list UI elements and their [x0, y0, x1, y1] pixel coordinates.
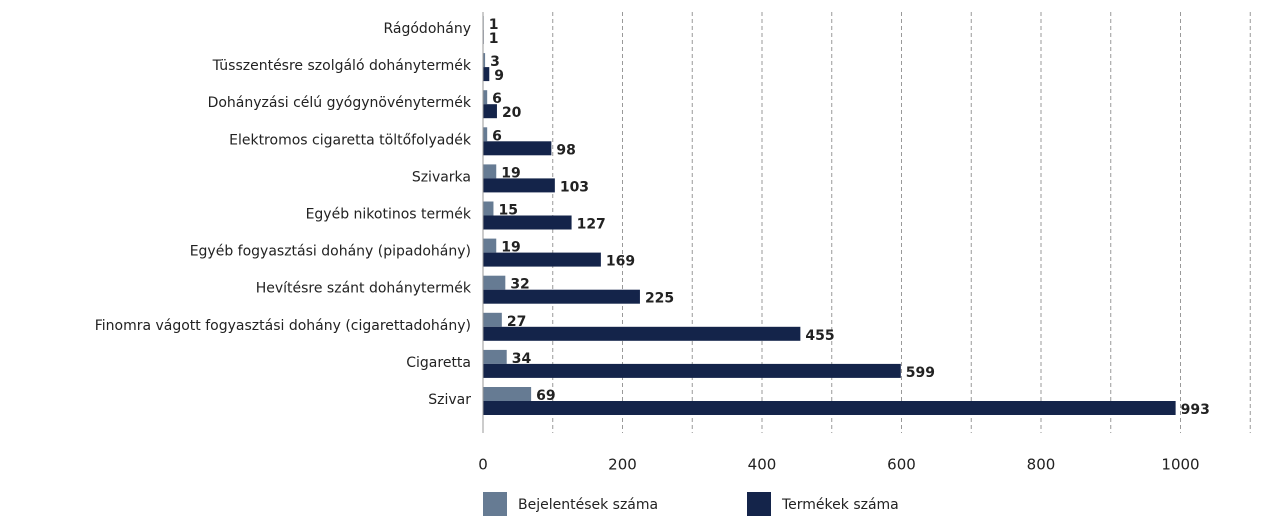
- bar: [483, 312, 502, 327]
- bar: [483, 201, 494, 216]
- bar: [483, 326, 801, 341]
- data-label: 19: [501, 240, 520, 256]
- bar: [483, 127, 488, 142]
- y-tick-label: Egyéb fogyasztási dohány (pipadohány): [190, 244, 471, 260]
- data-label: 1: [489, 17, 499, 33]
- bar: [483, 252, 601, 267]
- y-tick-label: Szivarka: [412, 169, 471, 185]
- legend-swatch: [747, 492, 771, 516]
- x-tick-label: 200: [608, 456, 637, 474]
- data-label: 98: [556, 142, 575, 158]
- data-label: 19: [501, 165, 520, 181]
- bar: [483, 215, 572, 230]
- x-tick-label: 600: [887, 456, 916, 474]
- y-tick-label: Elektromos cigaretta töltőfolyadék: [229, 132, 472, 148]
- bar: [483, 67, 490, 82]
- y-tick-label: Tüsszentésre szolgáló dohánytermék: [212, 58, 472, 74]
- x-tick-label: 400: [748, 456, 777, 474]
- data-label: 993: [1181, 402, 1210, 418]
- data-label: 20: [502, 105, 522, 121]
- bar: [483, 178, 555, 193]
- y-tick-label: Rágódohány: [383, 21, 471, 37]
- legend-label: Termékek száma: [781, 497, 899, 513]
- data-label: 103: [560, 179, 589, 195]
- data-label: 169: [606, 254, 635, 270]
- data-label: 6: [492, 91, 502, 107]
- y-tick-label: Cigaretta: [406, 355, 471, 371]
- data-label: 9: [494, 68, 504, 84]
- data-label: 32: [510, 277, 529, 293]
- data-label: 599: [906, 365, 935, 381]
- data-label: 127: [577, 217, 606, 233]
- data-label: 69: [536, 388, 555, 404]
- data-label: 225: [645, 291, 674, 307]
- legend-label: Bejelentések száma: [518, 497, 658, 513]
- bar: [483, 53, 486, 68]
- y-tick-label: Finomra vágott fogyasztási dohány (cigar…: [95, 318, 471, 334]
- x-tick-label: 1000: [1161, 456, 1199, 474]
- bar: [483, 401, 1176, 415]
- x-tick-label: 800: [1027, 456, 1056, 474]
- bar: [483, 349, 507, 364]
- bar: [483, 104, 497, 119]
- bar: [483, 387, 532, 401]
- bar: [483, 90, 488, 105]
- data-label: 3: [490, 54, 500, 70]
- bar: [483, 363, 901, 378]
- x-tick-label: 0: [478, 456, 488, 474]
- data-label: 6: [492, 128, 502, 144]
- y-tick-label: Szivar: [428, 392, 471, 408]
- legend-swatch: [483, 492, 507, 516]
- data-label: 1: [489, 31, 499, 47]
- data-label: 15: [498, 203, 517, 219]
- y-tick-label: Dohányzási célú gyógynövénytermék: [208, 95, 472, 111]
- bar: [483, 164, 497, 179]
- data-label: 455: [805, 328, 834, 344]
- y-tick-label: Egyéb nikotinos termék: [306, 207, 472, 223]
- bar: [483, 275, 506, 290]
- bar: [483, 289, 640, 304]
- bar: [483, 141, 552, 156]
- y-tick-label: Hevítésre szánt dohánytermék: [256, 281, 472, 297]
- data-label: 34: [512, 351, 532, 367]
- bar: [483, 238, 497, 253]
- data-label: 27: [507, 314, 526, 330]
